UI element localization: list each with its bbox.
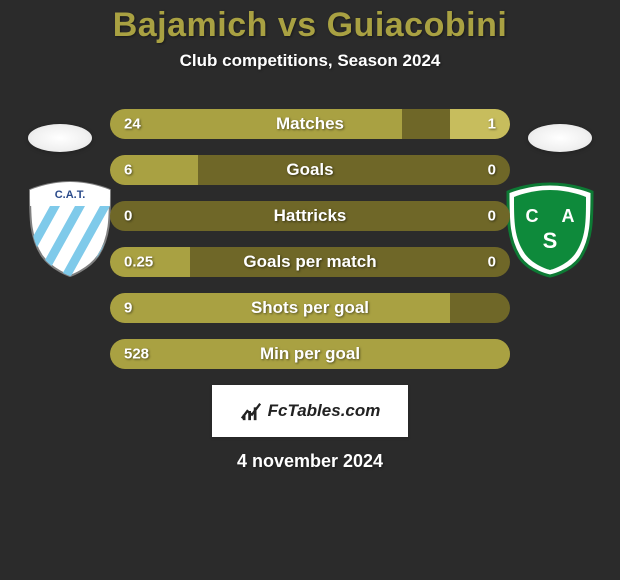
- stat-value-left: 0.25: [124, 254, 153, 271]
- stat-row: 0 0Hattricks: [110, 201, 510, 231]
- stat-row: 60Goals: [110, 155, 510, 185]
- brand-box[interactable]: FcTables.com: [212, 385, 408, 437]
- stat-value-left: 24: [124, 116, 141, 133]
- crest-left-text: C.A.T.: [55, 189, 86, 201]
- stat-value-right: 0: [488, 254, 496, 271]
- page-title: Bajamich vs Guiacobini: [113, 6, 508, 45]
- stat-fill-right: [450, 109, 510, 139]
- stat-label: Hattricks: [110, 206, 510, 226]
- svg-text:C: C: [526, 206, 539, 226]
- player-photo-right: [528, 124, 592, 152]
- stat-row: 9Shots per goal: [110, 293, 510, 323]
- stat-value-right: 0: [488, 208, 496, 225]
- stat-value-right: 1: [488, 116, 496, 133]
- stat-fill-left: [110, 293, 450, 323]
- club-crest-left: C.A.T.: [20, 178, 120, 278]
- stat-value-right: 0: [488, 162, 496, 179]
- stat-fill-left: [110, 339, 510, 369]
- brand-text: FcTables.com: [268, 401, 381, 421]
- stat-row: 528Min per goal: [110, 339, 510, 369]
- player-photo-left: [28, 124, 92, 152]
- chart-line-icon: [240, 400, 262, 422]
- stat-value-left: 6: [124, 162, 132, 179]
- svg-text:A: A: [562, 206, 575, 226]
- stat-row: 0.250Goals per match: [110, 247, 510, 277]
- stat-fill-left: [110, 109, 402, 139]
- stat-row: 241Matches: [110, 109, 510, 139]
- stat-value-left: 528: [124, 346, 149, 363]
- stat-value-left: 0: [124, 208, 132, 225]
- subtitle: Club competitions, Season 2024: [180, 51, 441, 71]
- svg-text:S: S: [543, 228, 558, 253]
- comparison-card: Bajamich vs Guiacobini Club competitions…: [0, 0, 620, 580]
- club-crest-right: C A S: [500, 178, 600, 278]
- date-text: 4 november 2024: [237, 451, 383, 472]
- stat-value-left: 9: [124, 300, 132, 317]
